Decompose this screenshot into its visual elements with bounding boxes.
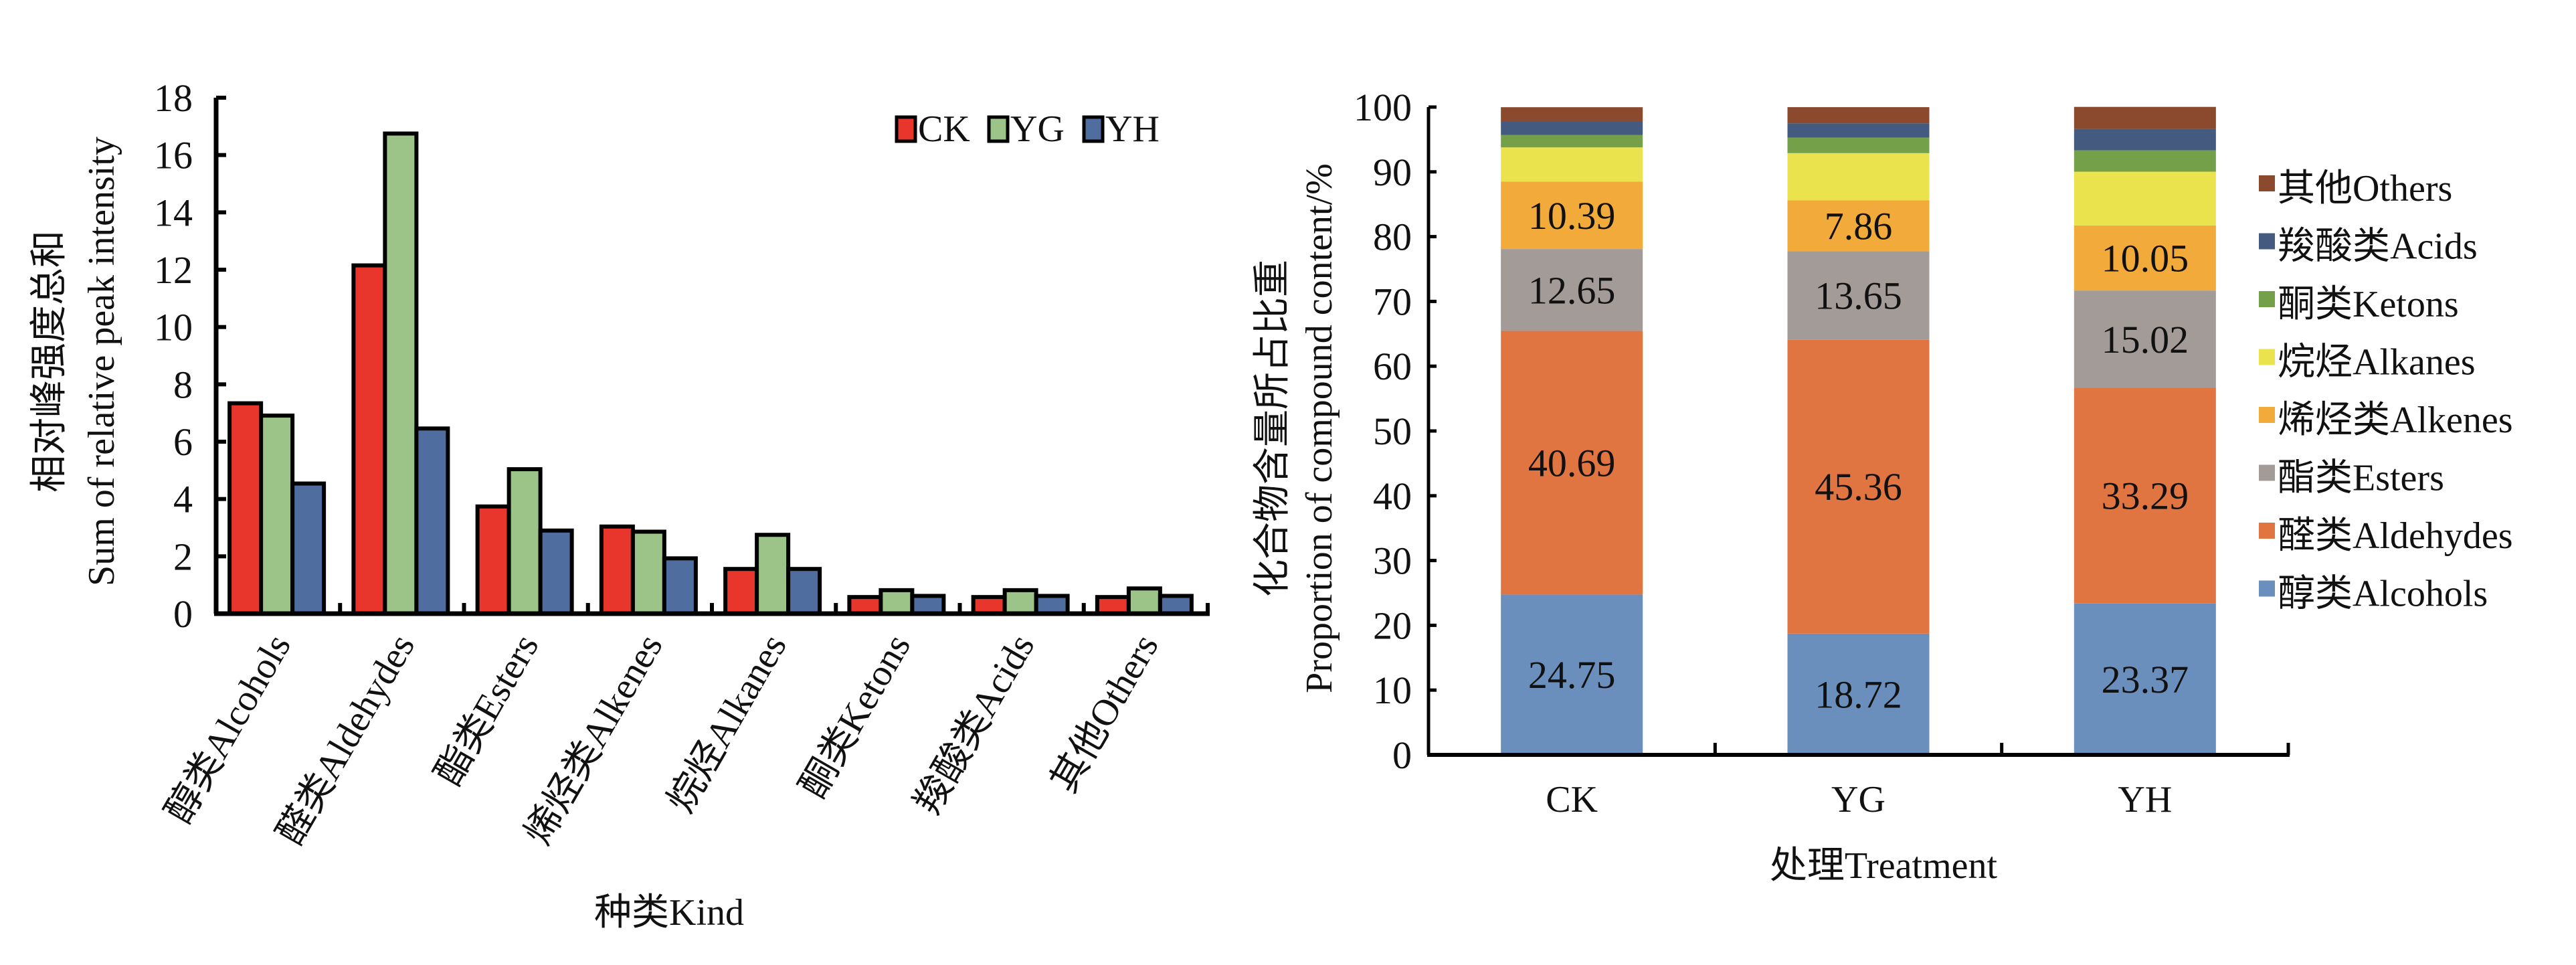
segment-alkenes (2074, 225, 2216, 291)
segment-alkanes (1501, 147, 1643, 182)
segment-alkanes (1787, 153, 1930, 201)
legend-swatch-others (2259, 175, 2275, 191)
legend-swatch-aldehydes (2259, 523, 2275, 539)
y-tick-label: 12 (154, 248, 193, 292)
data-label: 18.72 (1815, 673, 1902, 716)
y-tick-label: 90 (1373, 151, 1412, 194)
y-tick-label: 0 (173, 592, 193, 636)
data-label: 40.69 (1528, 441, 1616, 485)
data-label: 24.75 (1528, 653, 1616, 697)
segment-acids (1501, 121, 1643, 135)
bar-yg (1126, 586, 1162, 616)
data-label: 7.86 (1825, 205, 1893, 248)
data-label: 13.65 (1815, 274, 1902, 318)
y-tick-label: 8 (173, 363, 193, 406)
y-tick-label: 2 (173, 535, 193, 578)
y-tick-label: 60 (1373, 345, 1412, 388)
segment-esters (1787, 251, 1930, 340)
legend-label-ck: CK (918, 108, 970, 150)
segment-ketons (2074, 150, 2216, 172)
bar-ck (599, 524, 635, 616)
y-tick-label: 14 (154, 191, 193, 234)
legend-label-others: 其他Others (2278, 168, 2452, 209)
segment-esters (2074, 290, 2216, 388)
segment-others (1501, 107, 1643, 122)
bars-group: 24.75 40.69 12.65 10.39 18.72 45.36 13.65 7.86 2… (1501, 106, 2216, 755)
legend-swatch-alcohols (2259, 580, 2275, 597)
y-axis-title-cn: 化合物含量所占比重 (1252, 260, 1293, 597)
legend-swatch-esters (2259, 464, 2275, 481)
legend-swatch-ketons (2259, 291, 2275, 307)
x-tick-label: YH (2118, 779, 2172, 820)
x-tick-label: YG (1831, 779, 1885, 820)
y-tick-label: 10 (154, 306, 193, 349)
y-tick-label: 10 (1373, 669, 1412, 712)
segment-alcohols (1501, 594, 1643, 755)
segment-others (2074, 106, 2216, 129)
data-label: 10.39 (1528, 194, 1616, 238)
segment-alkanes (2074, 171, 2216, 226)
data-label: 10.05 (2102, 236, 2189, 280)
legend-label-yg: YG (1010, 108, 1065, 150)
segment-alkenes (1501, 181, 1643, 250)
y-tick-label: 100 (1354, 86, 1412, 129)
legend-label-acids: 羧酸类Acids (2278, 226, 2478, 268)
segment-ketons (1501, 135, 1643, 148)
segment-aldehydes (2074, 387, 2216, 604)
data-label: 33.29 (2102, 474, 2189, 518)
bar-yg (507, 467, 543, 616)
segment-ketons (1787, 137, 1930, 153)
legend-label-alkanes: 烷烃Alkanes (2278, 342, 2476, 383)
y-axis-title-en: Proportion of compound content/% (1299, 163, 1340, 693)
legend-swatch-ck (895, 115, 917, 143)
data-label: 12.65 (1528, 268, 1616, 312)
legend-swatch-alkanes (2259, 349, 2275, 365)
segment-esters (1501, 249, 1643, 331)
y-axis-title-cn: 相对峰强度总和 (29, 230, 70, 493)
segment-alcohols (2074, 603, 2216, 755)
segment-aldehydes (1787, 339, 1930, 634)
legend-swatch-yg (987, 115, 1010, 143)
y-tick-label: 16 (154, 134, 193, 177)
y-tick-label: 50 (1373, 410, 1412, 453)
y-tick-label: 70 (1373, 280, 1412, 323)
segment-others (1787, 107, 1930, 124)
legend: 其他Others 羧酸类Acids 酮类Ketons 烷烃Alkanes 烯烃类Alke… (2259, 168, 2513, 615)
legend-label-alkenes: 烯烃类Alkenes (2278, 400, 2513, 441)
bar-yh (414, 426, 450, 616)
x-axis-title: 种类Kind (594, 892, 744, 934)
legend-label-alcohols: 醇类Alcohols (2278, 574, 2488, 615)
x-axis-title: 处理Treatment (1770, 845, 1998, 887)
y-tick-label: 18 (154, 76, 193, 120)
y-tick-label: 80 (1373, 215, 1412, 259)
legend-label-ketons: 酮类Ketons (2278, 284, 2459, 325)
y-tick-label: 20 (1373, 604, 1412, 647)
legend-label-esters: 酯类Esters (2278, 458, 2444, 499)
segment-alcohols (1787, 633, 1930, 755)
segment-aldehydes (1501, 331, 1643, 595)
legend: CK YG YH (895, 108, 1160, 150)
y-tick-label: 40 (1373, 474, 1412, 518)
x-tick-label: CK (1546, 779, 1598, 820)
legend-label-aldehydes: 醛类Aldehydes (2278, 515, 2513, 557)
segment-acids (2074, 128, 2216, 151)
y-tick-label: 6 (173, 420, 193, 464)
segment-acids (1787, 123, 1930, 138)
legend-swatch-acids (2259, 233, 2275, 250)
segment-alkenes (1787, 200, 1930, 252)
axes-group: CK YG YH 0 10 20 30 40 50 60 70 80 90 100 (1354, 86, 2290, 820)
data-label: 15.02 (2102, 318, 2189, 361)
data-label: 23.37 (2102, 658, 2189, 701)
data-label: 45.36 (1815, 465, 1902, 509)
y-axis-title-en: Sum of relative peak intensity (81, 137, 122, 586)
legend-swatch-alkenes (2259, 407, 2275, 423)
y-tick-label: 30 (1373, 539, 1412, 583)
y-tick-label: 0 (1392, 733, 1412, 777)
legend-swatch-yh (1082, 115, 1105, 143)
legend-label-yh: YH (1105, 108, 1160, 150)
y-tick-label: 4 (173, 478, 193, 521)
